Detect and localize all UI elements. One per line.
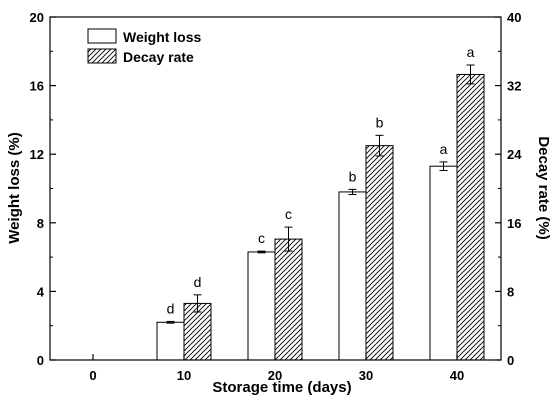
error-bar-weight-loss-10 [166, 320, 175, 324]
tick-label-x-0: 0 [89, 368, 96, 383]
tick-label-left-16: 16 [30, 79, 44, 94]
legend-swatch-weight-loss [87, 28, 117, 44]
bar-weight-loss-10 [156, 321, 185, 361]
error-bar-decay-rate-30 [375, 134, 384, 157]
legend-label-decay-rate: Decay rate [123, 49, 194, 65]
tick-label-right-40: 40 [507, 10, 521, 25]
tick-label-left-20: 20 [30, 10, 44, 25]
significance-labels: d c b a d c b a [167, 44, 475, 316]
significance-label-weight-loss-10: d [167, 300, 175, 316]
significance-label-weight-loss-40: a [440, 141, 448, 157]
bar-weight-loss-40 [429, 165, 458, 361]
error-bar-decay-rate-10 [193, 294, 202, 313]
bar-weight-loss-20 [247, 251, 276, 361]
error-bar-decay-rate-40 [466, 64, 475, 85]
tick-label-x-40: 40 [450, 368, 464, 383]
y-axis-title-left: Weight loss (%) [6, 132, 23, 243]
bar-decay-rate-40 [456, 73, 485, 361]
bar-weight-loss-30 [338, 191, 367, 361]
left-axis: 0 4 8 12 16 20 [30, 10, 56, 368]
error-bar-weight-loss-20 [257, 250, 266, 254]
significance-label-decay-rate-20: c [285, 206, 292, 222]
bar-decay-rate-20 [274, 238, 303, 361]
error-bar-decay-rate-20 [284, 226, 293, 252]
error-bar-weight-loss-40 [439, 161, 448, 171]
bars [156, 64, 485, 361]
tick-label-x-10: 10 [177, 368, 191, 383]
significance-label-weight-loss-30: b [349, 168, 357, 184]
x-axis-title: Storage time (days) [212, 379, 351, 396]
tick-label-left-4: 4 [37, 284, 45, 299]
tick-label-right-8: 8 [507, 284, 514, 299]
tick-label-right-0: 0 [507, 353, 514, 368]
legend-label-weight-loss: Weight loss [123, 29, 202, 45]
tick-label-right-16: 16 [507, 216, 521, 231]
bar-decay-rate-10 [183, 302, 212, 361]
tick-label-x-20: 20 [268, 368, 282, 383]
error-bar-weight-loss-30 [348, 188, 357, 196]
significance-label-weight-loss-20: c [258, 230, 265, 246]
tick-label-right-24: 24 [507, 147, 522, 162]
significance-label-decay-rate-40: a [467, 44, 475, 60]
tick-label-left-8: 8 [37, 216, 44, 231]
significance-label-decay-rate-10: d [194, 274, 202, 290]
right-axis: 0 8 16 24 32 40 [495, 10, 522, 368]
tick-label-right-32: 32 [507, 79, 521, 94]
significance-label-decay-rate-30: b [376, 114, 384, 130]
legend-swatch-decay-rate [87, 48, 117, 64]
bar-decay-rate-30 [365, 145, 394, 361]
tick-label-left-0: 0 [37, 353, 44, 368]
tick-label-left-12: 12 [30, 147, 44, 162]
x-axis: 0 10 20 30 40 [89, 354, 464, 383]
y-axis-title-right: Decay rate (%) [535, 136, 550, 239]
legend: Weight loss Decay rate [87, 28, 202, 65]
tick-label-x-30: 30 [359, 368, 373, 383]
